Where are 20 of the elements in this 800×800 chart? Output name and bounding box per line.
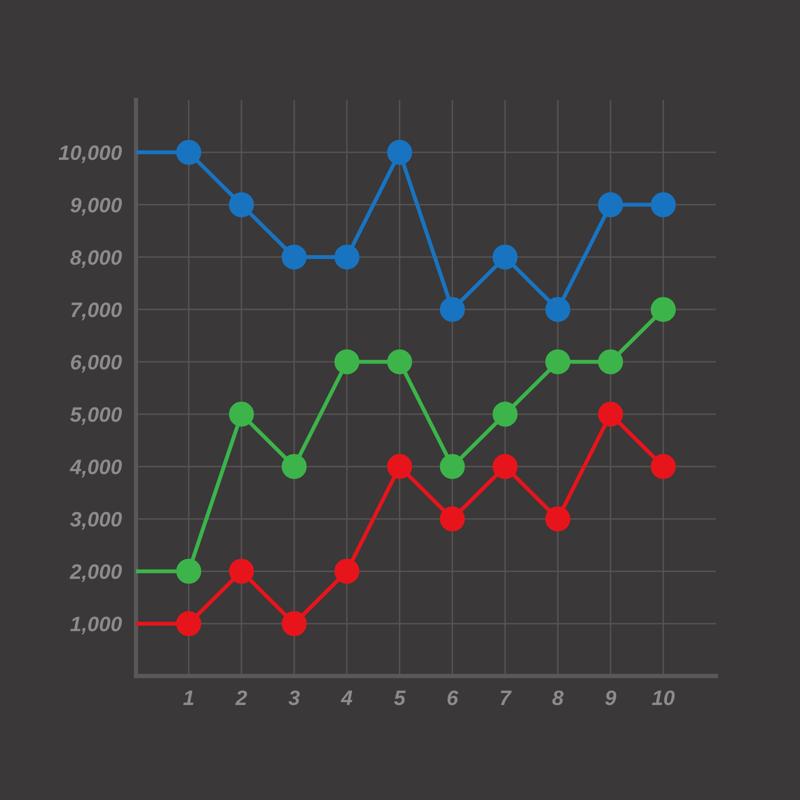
y-tick-label: 6,000	[70, 354, 122, 373]
y-tick-label: 2,000	[70, 564, 122, 582]
x-tick-label: 3	[288, 690, 300, 706]
y-tick-label: 7,000	[71, 302, 122, 320]
y-tick-label: 3,000	[70, 512, 122, 530]
x-tick-label: 9	[605, 690, 616, 706]
y-tick-label: 9,000	[70, 198, 122, 216]
y-tick-label: 8,000	[70, 250, 122, 268]
x-tick-label: 6	[448, 690, 458, 706]
x-tick-label: 7	[500, 690, 512, 705]
x-tick-label: 10	[652, 690, 675, 706]
x-tick-label: 4	[340, 690, 352, 705]
x-tick-label: 5	[394, 690, 406, 706]
y-tick-label: 10,000	[58, 145, 122, 164]
x-tick-label: 2	[235, 690, 248, 705]
x-tick-label: 8	[552, 690, 564, 706]
x-tick-label: 1	[183, 690, 194, 705]
y-tick-label: 1,000	[70, 616, 122, 634]
y-tick-label: 4,000	[70, 460, 122, 478]
y-tick-label: 5,000	[70, 407, 122, 425]
